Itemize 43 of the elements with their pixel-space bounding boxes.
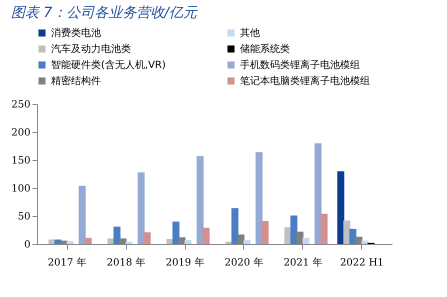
y-tick-label: 100 xyxy=(11,184,30,194)
legend-label: 智能硬件类(含无人机,VR) xyxy=(51,59,166,71)
bar xyxy=(78,186,86,244)
legend-label: 储能系统类 xyxy=(240,43,290,55)
y-tick-label: 0 xyxy=(24,240,30,250)
bar xyxy=(172,222,180,244)
bar xyxy=(302,238,310,244)
bar xyxy=(314,143,322,244)
bar xyxy=(196,156,204,244)
legend-label: 精密结构件 xyxy=(51,75,101,87)
legend-label: 笔记本电脑类锂离子电池模组 xyxy=(240,75,370,87)
bar xyxy=(361,240,368,244)
legend-label: 消费类电池 xyxy=(51,27,101,39)
x-tick-label: 2021 年 xyxy=(284,256,322,268)
chart-title: 图表 7：公司各业务营收/亿元 xyxy=(10,5,198,21)
bar xyxy=(184,240,192,244)
x-tick-label: 2020 年 xyxy=(224,256,264,268)
bar xyxy=(84,238,92,244)
bar xyxy=(349,228,356,244)
bar xyxy=(138,172,145,244)
bar xyxy=(113,226,120,244)
bar xyxy=(66,241,74,244)
y-tick-label: 200 xyxy=(11,128,30,138)
legend-label: 汽车及动力电池类 xyxy=(51,43,131,55)
bar xyxy=(343,220,350,244)
bar xyxy=(320,214,328,244)
bar xyxy=(290,215,298,244)
bar xyxy=(244,240,251,244)
bar xyxy=(144,232,151,244)
y-tick-label: 250 xyxy=(11,100,30,110)
x-tick-label: 2019 年 xyxy=(166,256,204,268)
y-tick-label: 50 xyxy=(18,212,30,222)
x-tick-label: 2022 H1 xyxy=(340,258,384,268)
bar xyxy=(337,171,344,244)
bar xyxy=(231,208,238,244)
bar xyxy=(256,152,263,244)
x-tick-label: 2017 年 xyxy=(48,256,86,268)
bar xyxy=(262,221,269,244)
x-tick-label: 2018 年 xyxy=(106,256,146,268)
bar xyxy=(202,228,210,244)
legend-label: 手机数码类锂离子电池模组 xyxy=(240,59,360,71)
legend-label: 其他 xyxy=(240,27,260,39)
y-tick-label: 150 xyxy=(11,156,30,166)
